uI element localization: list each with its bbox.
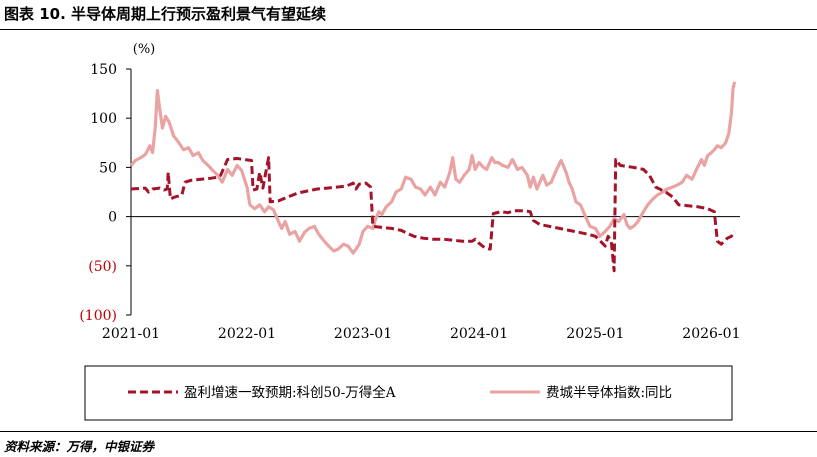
legend-box [84, 365, 733, 421]
x-tick-label: 2021-01 [102, 326, 160, 342]
legend-label-1: 费城半导体指数:同比 [546, 385, 672, 401]
y-tick-label: 0 [108, 210, 117, 226]
series-line-0 [130, 156, 736, 273]
title-bar: 图表 10. 半导体周期上行预示盈利景气有望延续 [0, 0, 817, 30]
series-layer [129, 81, 737, 273]
unit-label: (%) [133, 42, 156, 57]
source-note: 资料来源：万得，中银证券 [4, 439, 155, 454]
footer-divider [0, 431, 817, 432]
series-line-1 [129, 81, 737, 255]
title-divider [0, 29, 817, 30]
y-axis: 150 100 50 0 (50) (100) [79, 62, 132, 324]
x-tick-label: 2025-01 [566, 326, 624, 342]
y-tick-label: 50 [99, 160, 117, 176]
legend: 盈利增速一致预期:科创50-万得全A 费城半导体指数:同比 [84, 365, 733, 421]
y-tick-label: (100) [79, 308, 117, 324]
x-axis: 2021-01 2022-01 2023-01 2024-01 2025-01 2026-… [102, 216, 740, 342]
y-tick-label: (50) [88, 259, 117, 275]
y-tick-label: 100 [90, 111, 117, 127]
x-tick-label: 2024-01 [450, 326, 508, 342]
chart-title: 图表 10. 半导体周期上行预示盈利景气有望延续 [4, 5, 327, 23]
x-tick-label: 2026-01 [682, 326, 740, 342]
x-tick-label: 2022-01 [218, 326, 276, 342]
legend-label-0: 盈利增速一致预期:科创50-万得全A [184, 384, 396, 401]
y-tick-label: 150 [90, 62, 117, 78]
x-tick-label: 2023-01 [334, 326, 392, 342]
